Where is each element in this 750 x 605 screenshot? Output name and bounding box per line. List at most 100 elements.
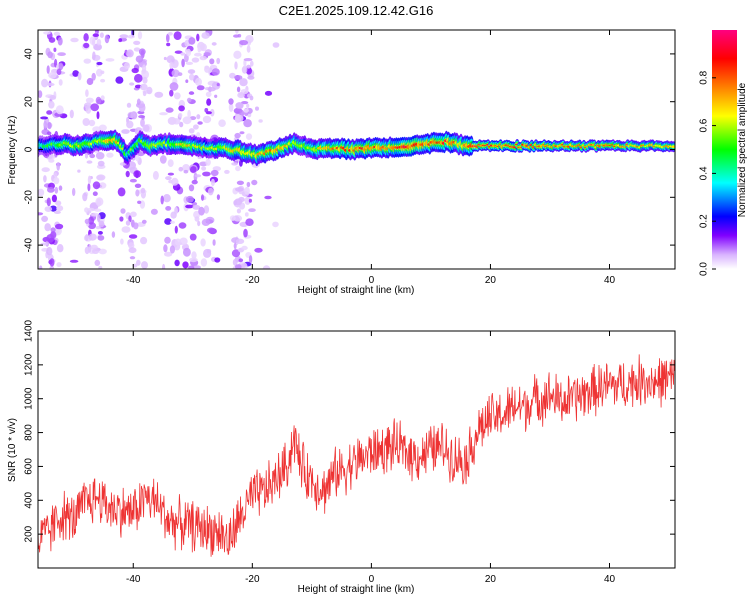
noise-blob	[38, 90, 43, 98]
noise-blob	[100, 95, 105, 101]
noise-blob	[119, 162, 126, 166]
noise-blob	[262, 265, 271, 269]
noise-blob	[168, 179, 173, 184]
noise-blob	[188, 91, 195, 95]
noise-blob	[243, 119, 252, 128]
noise-blob	[84, 218, 90, 225]
noise-blob	[118, 38, 123, 43]
noise-blob	[201, 194, 204, 201]
noise-blob	[173, 31, 182, 40]
noise-blob	[228, 98, 234, 105]
noise-blob	[180, 52, 186, 56]
noise-blob	[245, 67, 252, 75]
noise-blob	[264, 90, 273, 96]
noise-blob	[243, 108, 249, 113]
colorbar-tick-label: 0.6	[699, 118, 710, 132]
noise-blob	[83, 58, 92, 64]
noise-blob	[146, 86, 153, 95]
noise-blob	[92, 51, 96, 61]
noise-blob	[216, 194, 220, 201]
noise-blob	[191, 251, 197, 260]
noise-blob	[141, 219, 147, 224]
noise-blob	[44, 206, 53, 213]
noise-blob	[93, 43, 102, 51]
noise-blob	[178, 222, 187, 229]
noise-blob	[248, 198, 252, 203]
noise-blob	[205, 158, 211, 166]
noise-blob	[41, 215, 48, 222]
noise-blob	[233, 34, 240, 38]
noise-blob	[172, 118, 181, 125]
noise-blob	[56, 205, 64, 212]
noise-blob	[95, 152, 105, 160]
noise-blob	[94, 208, 102, 212]
noise-blob	[185, 204, 194, 209]
noise-blob	[89, 153, 96, 159]
noise-blob	[136, 98, 141, 106]
noise-blob	[95, 225, 101, 230]
noise-blob	[140, 118, 145, 128]
noise-blob	[133, 222, 139, 230]
noise-blob	[98, 248, 107, 255]
noise-blob	[69, 109, 74, 119]
noise-blob	[255, 106, 259, 111]
noise-blob	[199, 55, 207, 61]
snr-y-ticks: 200 400 600 800 1000 1200 1400	[24, 319, 675, 542]
noise-blob	[84, 152, 89, 159]
noise-blob	[214, 94, 218, 99]
spectrogram-y-ticks: -40 -20 0 20 40	[24, 48, 675, 252]
noise-blob	[181, 58, 185, 68]
noise-blob	[127, 34, 135, 39]
noise-blob	[134, 183, 142, 188]
noise-blob	[95, 197, 104, 207]
noise-blob	[188, 184, 195, 192]
noise-blob	[135, 189, 140, 197]
noise-blob	[183, 169, 189, 174]
noise-blob	[43, 31, 51, 35]
noise-blob	[239, 78, 248, 87]
noise-blob	[96, 61, 103, 66]
noise-blob	[179, 121, 184, 128]
noise-blob	[50, 227, 56, 233]
noise-blob	[53, 177, 60, 185]
noise-blob	[196, 33, 200, 42]
noise-blob	[211, 68, 220, 76]
noise-blob	[254, 247, 263, 253]
noise-blob	[235, 187, 244, 192]
noise-blob	[91, 72, 96, 81]
noise-blob	[236, 208, 241, 214]
snr-x-tick-label: -40	[126, 574, 141, 585]
snr-content	[38, 354, 675, 557]
noise-blob	[244, 186, 250, 195]
noise-blob	[202, 171, 211, 177]
noise-blob	[92, 37, 96, 47]
snr-y-tick-label: 800	[24, 424, 35, 441]
snr-x-axis-label: Height of straight line (km)	[298, 584, 415, 595]
noise-blob	[48, 100, 55, 109]
noise-blob	[163, 244, 168, 253]
noise-blob	[121, 129, 130, 134]
noise-blob	[169, 89, 174, 97]
noise-blob	[245, 133, 253, 141]
noise-blob	[85, 234, 89, 242]
noise-blob	[88, 119, 96, 127]
noise-blob	[84, 207, 89, 213]
noise-blob	[150, 208, 158, 215]
noise-blob	[47, 187, 55, 193]
noise-blob	[196, 85, 205, 91]
snr-y-tick-label: 1400	[24, 319, 35, 342]
noise-blob	[90, 103, 99, 112]
noise-blob	[56, 68, 62, 76]
noise-blob	[152, 170, 159, 180]
noise-blob	[129, 82, 135, 86]
noise-blob	[43, 120, 47, 129]
noise-blob	[119, 34, 129, 39]
noise-blob	[111, 231, 116, 238]
noise-blob	[128, 247, 137, 254]
noise-blob	[193, 124, 199, 130]
snr-y-tick-label: 600	[24, 458, 35, 475]
noise-blob	[55, 223, 64, 230]
noise-blob	[140, 236, 148, 245]
noise-blob	[162, 263, 166, 269]
noise-blob	[246, 45, 251, 53]
